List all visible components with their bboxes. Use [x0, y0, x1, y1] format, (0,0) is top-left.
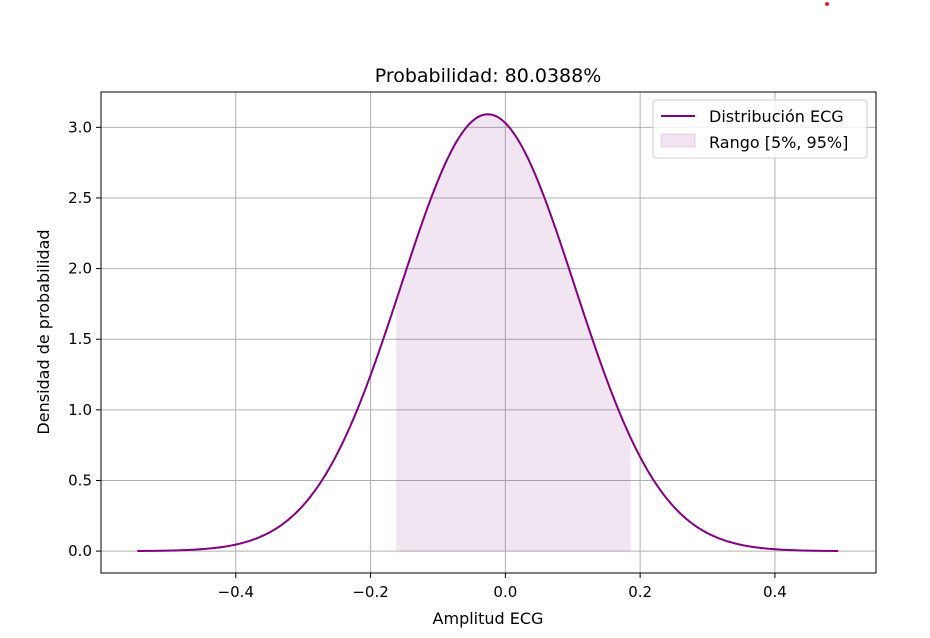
grid	[101, 92, 876, 573]
y-tick-label: 1.0	[68, 401, 92, 419]
x-tick-label: 0.2	[628, 583, 652, 601]
chart-title: Probabilidad: 80.0388%	[375, 65, 602, 87]
x-tick-label: −0.4	[218, 583, 254, 601]
plot-frame	[100, 91, 877, 574]
legend: Distribución ECG Rango [5%, 95%]	[652, 99, 868, 159]
y-tick-label: 2.0	[68, 260, 92, 278]
y-tick-label: 1.5	[68, 330, 92, 348]
y-tick-label: 2.5	[68, 189, 92, 207]
legend-label-distribution: Distribución ECG	[709, 107, 844, 126]
legend-box	[652, 99, 868, 159]
x-axis-label: Amplitud ECG	[433, 609, 544, 628]
shaded-range-area	[396, 114, 631, 552]
legend-swatch-patch	[660, 133, 696, 148]
line-layer	[137, 113, 839, 552]
x-tick-label: −0.2	[352, 583, 388, 601]
y-tick-label: 0.5	[68, 471, 92, 489]
x-tick-label: 0.0	[493, 583, 517, 601]
shade-layer	[396, 114, 631, 552]
y-tick-label: 3.0	[68, 118, 92, 136]
y-tick-label: 0.0	[68, 542, 92, 560]
distribution-line	[137, 113, 839, 552]
x-tick-label: 0.4	[763, 583, 787, 601]
stray-marker-dot	[825, 2, 829, 6]
x-axis: −0.4 −0.2 0.0 0.2 0.4	[218, 573, 787, 601]
y-axis: 0.0 0.5 1.0 1.5 2.0 2.5 3.0	[68, 118, 101, 560]
y-axis-label: Densidad de probabilidad	[34, 229, 53, 434]
legend-label-range: Rango [5%, 95%]	[709, 133, 848, 152]
